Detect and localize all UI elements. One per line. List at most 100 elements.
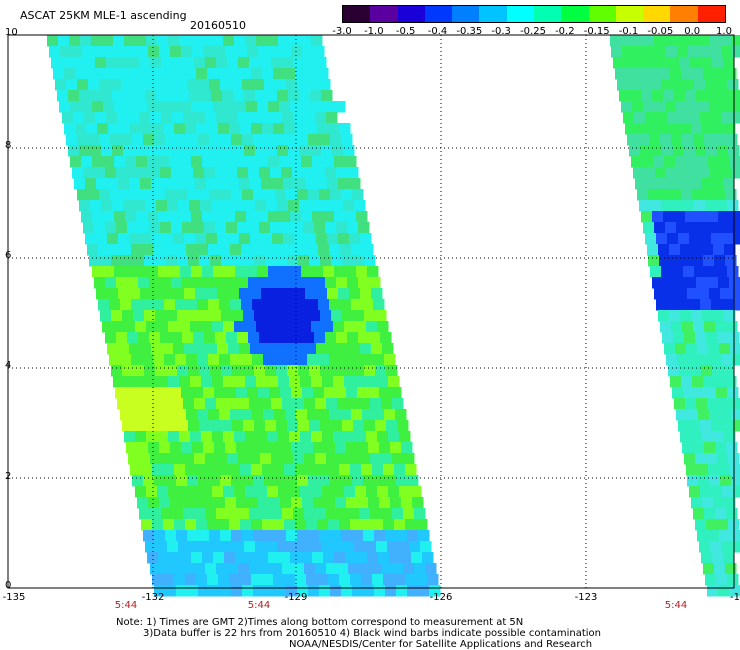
wind-cell <box>59 101 71 113</box>
wind-cell <box>300 321 312 333</box>
wind-cell <box>198 79 210 91</box>
wind-cell <box>297 585 309 597</box>
wind-cell <box>676 101 688 113</box>
wind-cell <box>320 310 332 322</box>
wind-cell <box>292 167 304 179</box>
wind-cell <box>77 189 89 201</box>
wind-cell <box>196 68 208 80</box>
wind-cell <box>671 321 683 333</box>
wind-cell <box>267 35 279 47</box>
wind-cell <box>146 486 158 498</box>
wind-cell <box>720 222 732 234</box>
wind-cell <box>242 475 254 487</box>
wind-cell <box>360 343 372 355</box>
wind-cell <box>124 321 136 333</box>
wind-cell <box>88 189 100 201</box>
wind-cell <box>172 112 184 124</box>
wind-cell <box>220 530 232 542</box>
wind-cell <box>271 112 283 124</box>
wind-cell <box>372 519 384 531</box>
wind-cell <box>212 321 224 333</box>
wind-cell <box>171 277 183 289</box>
wind-cell <box>641 211 653 223</box>
wind-cell <box>163 519 175 531</box>
wind-cell <box>708 464 720 476</box>
wind-cell <box>317 464 329 476</box>
wind-cell <box>350 464 362 476</box>
wind-cell <box>677 354 689 366</box>
wind-cell <box>227 563 239 575</box>
wind-cell <box>235 211 247 223</box>
wind-cell <box>190 486 202 498</box>
wind-cell <box>249 563 261 575</box>
wind-cell <box>707 277 719 289</box>
wind-cell <box>395 409 407 421</box>
wind-cell <box>161 112 173 124</box>
wind-cell <box>87 244 99 256</box>
wind-cell <box>70 156 82 168</box>
wind-cell <box>164 244 176 256</box>
wind-cell <box>77 134 89 146</box>
wind-cell <box>205 563 217 575</box>
wind-cell <box>110 189 122 201</box>
x-tick-132: -132 <box>141 592 165 603</box>
wind-cell <box>717 453 729 465</box>
wind-cell <box>176 189 188 201</box>
wind-cell <box>279 266 291 278</box>
wind-cell <box>317 123 329 135</box>
wind-cell <box>731 475 740 487</box>
wind-cell <box>143 475 155 487</box>
wind-cell <box>705 574 717 586</box>
wind-cell <box>692 189 704 201</box>
wind-cell <box>96 178 108 190</box>
wind-cell <box>236 46 248 58</box>
wind-cell <box>363 475 375 487</box>
wind-cell <box>258 497 270 509</box>
wind-cell <box>357 442 369 454</box>
wind-cell <box>731 101 740 113</box>
wind-cell <box>668 178 680 190</box>
wind-cell <box>293 398 305 410</box>
wind-cell <box>238 563 250 575</box>
wind-cell <box>233 90 245 102</box>
wind-cell <box>86 68 98 80</box>
wind-cell <box>164 299 176 311</box>
wind-cell <box>189 145 201 157</box>
wind-cell <box>356 552 368 564</box>
wind-cell <box>718 398 730 410</box>
wind-cell <box>692 68 704 80</box>
wind-cell <box>269 442 281 454</box>
wind-cell <box>289 376 301 388</box>
wind-cell <box>186 244 198 256</box>
wind-cell <box>394 464 406 476</box>
wind-cell <box>401 497 413 509</box>
wind-cell <box>195 343 207 355</box>
wind-cell <box>644 167 656 179</box>
wind-cell <box>346 442 358 454</box>
wind-cell <box>309 255 321 267</box>
wind-cell <box>392 563 404 575</box>
swath-time-2: 5:44 <box>247 600 271 611</box>
colorbar-label: -0.05 <box>647 26 674 37</box>
wind-cell <box>121 189 133 201</box>
wind-cell <box>157 486 169 498</box>
wind-cell <box>272 288 284 300</box>
wind-cell <box>223 35 235 47</box>
wind-cell <box>396 585 408 597</box>
wind-cell <box>283 178 295 190</box>
wind-cell <box>250 288 262 300</box>
wind-cell <box>103 266 115 278</box>
wind-cell <box>298 365 310 377</box>
wind-cell <box>733 299 740 311</box>
wind-cell <box>718 277 730 289</box>
wind-cell <box>126 46 138 58</box>
wind-cell <box>189 90 201 102</box>
wind-cell <box>632 35 644 47</box>
wind-cell <box>113 321 125 333</box>
y-tick-4: 4 <box>5 360 12 371</box>
wind-cell <box>684 453 696 465</box>
wind-cell <box>292 332 304 344</box>
wind-cell <box>255 145 267 157</box>
wind-cell <box>242 134 254 146</box>
wind-cell <box>345 266 357 278</box>
